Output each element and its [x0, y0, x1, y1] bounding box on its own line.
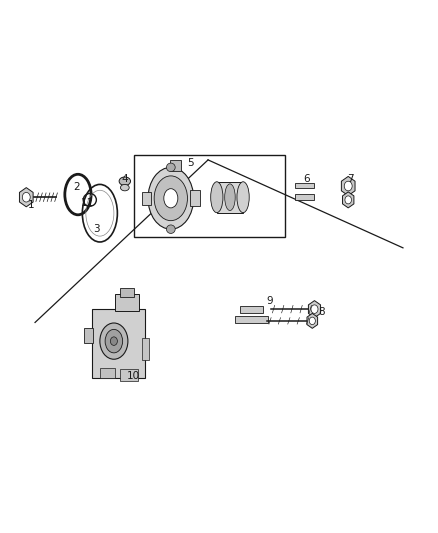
- Polygon shape: [308, 301, 321, 318]
- Ellipse shape: [119, 177, 131, 185]
- Text: 4: 4: [121, 174, 128, 183]
- Ellipse shape: [166, 163, 175, 172]
- Text: 8: 8: [318, 307, 325, 317]
- Bar: [84, 328, 93, 343]
- Bar: [295, 194, 314, 200]
- Polygon shape: [307, 313, 318, 328]
- Ellipse shape: [237, 182, 249, 213]
- Bar: [236, 316, 268, 323]
- Bar: [120, 288, 134, 297]
- Bar: [134, 155, 285, 237]
- Text: 11: 11: [81, 198, 94, 207]
- Ellipse shape: [148, 167, 194, 229]
- Text: 3: 3: [93, 224, 100, 234]
- Ellipse shape: [120, 184, 129, 191]
- Ellipse shape: [211, 182, 223, 213]
- Ellipse shape: [344, 181, 352, 191]
- Bar: [190, 190, 200, 206]
- Polygon shape: [343, 192, 354, 208]
- Bar: [120, 369, 138, 381]
- Ellipse shape: [311, 305, 318, 313]
- Text: 5: 5: [187, 158, 194, 167]
- Ellipse shape: [345, 196, 352, 204]
- Ellipse shape: [166, 225, 175, 233]
- Bar: [240, 306, 263, 312]
- Polygon shape: [19, 188, 33, 207]
- Bar: [100, 368, 115, 378]
- Bar: [217, 182, 243, 213]
- Bar: [295, 182, 314, 188]
- Polygon shape: [341, 176, 355, 196]
- Ellipse shape: [309, 317, 315, 325]
- Bar: [92, 309, 145, 378]
- Bar: [142, 338, 149, 360]
- Text: 1: 1: [27, 200, 34, 210]
- Ellipse shape: [110, 337, 117, 345]
- Ellipse shape: [22, 192, 30, 202]
- Text: 6: 6: [303, 174, 310, 183]
- Bar: [170, 160, 180, 171]
- Text: 10: 10: [127, 371, 140, 381]
- Ellipse shape: [154, 176, 187, 221]
- Text: 2: 2: [73, 182, 80, 191]
- Bar: [142, 191, 151, 205]
- Bar: [115, 294, 139, 311]
- Ellipse shape: [225, 184, 235, 211]
- Ellipse shape: [105, 329, 123, 353]
- Text: 9: 9: [266, 296, 273, 306]
- Ellipse shape: [164, 189, 178, 208]
- Text: 7: 7: [347, 174, 354, 183]
- Ellipse shape: [100, 323, 128, 359]
